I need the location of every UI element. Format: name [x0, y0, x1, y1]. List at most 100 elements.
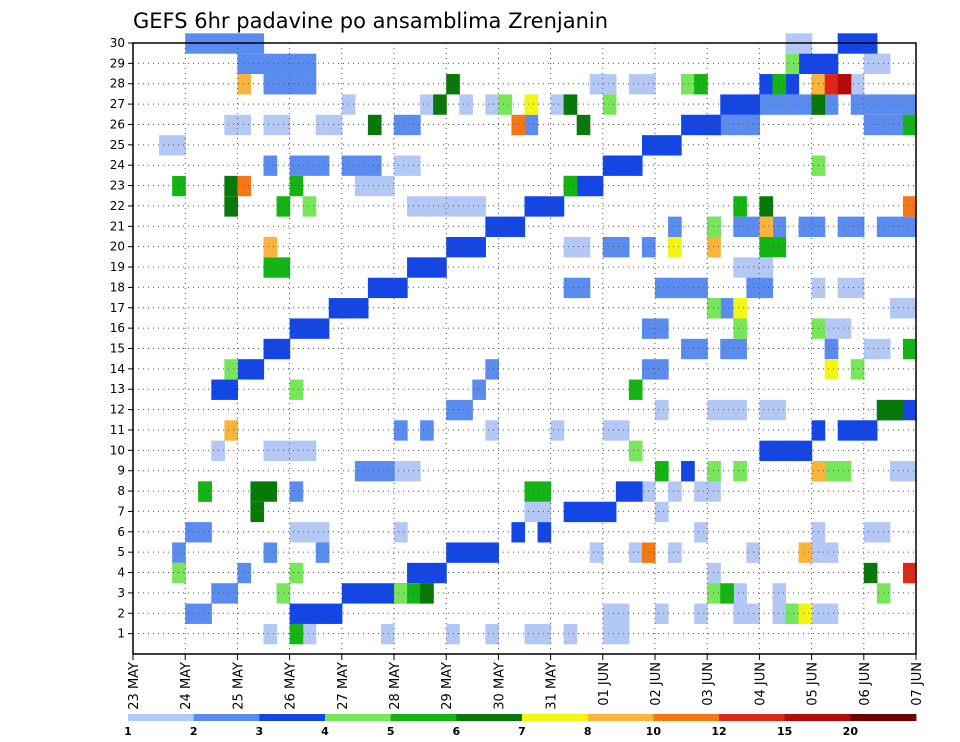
ensemble-cell	[537, 501, 552, 523]
ensemble-cell	[289, 53, 304, 75]
ensemble-cell	[315, 522, 330, 543]
ensemble-cell	[746, 257, 760, 278]
ensemble-cell	[746, 94, 760, 115]
ensemble-cell	[811, 318, 826, 339]
ensemble-cell	[707, 298, 721, 319]
ensemble-cell	[602, 94, 617, 115]
x-tick-label: 28 MAY	[388, 662, 403, 710]
ensemble-cell	[759, 74, 774, 95]
ensemble-cell	[811, 94, 826, 115]
ensemble-cell	[733, 114, 747, 136]
ensemble-cell	[772, 583, 787, 604]
legend-swatch	[587, 714, 654, 721]
ensemble-cell	[863, 94, 878, 115]
ensemble-cell	[602, 74, 617, 95]
ensemble-cell	[328, 298, 343, 319]
ensemble-cell	[902, 94, 917, 115]
ensemble-cell	[459, 399, 473, 421]
ensemble-cell	[315, 542, 330, 563]
ensemble-cell	[850, 216, 865, 237]
legend-label: 10	[646, 725, 662, 738]
ensemble-cell	[524, 196, 539, 217]
ensemble-cell	[263, 623, 278, 645]
ensemble-cell	[263, 114, 278, 136]
ensemble-cell	[798, 603, 813, 624]
ensemble-cell	[889, 399, 904, 421]
ensemble-cell	[837, 74, 852, 95]
ensemble-cell	[772, 74, 787, 95]
ensemble-cell	[772, 216, 787, 237]
ensemble-cell	[302, 74, 317, 95]
ensemble-cell	[850, 94, 865, 115]
ensemble-cell	[459, 236, 473, 258]
ensemble-cell	[407, 155, 421, 176]
ensemble-cell	[198, 481, 212, 502]
y-axis: 1234567891011121314151617181920212223242…	[110, 36, 133, 641]
ensemble-cell	[211, 440, 225, 462]
ensemble-cell	[367, 175, 382, 197]
legend-label: 1	[124, 725, 132, 738]
ensemble-cell	[759, 216, 774, 237]
ensemble-cell	[798, 94, 813, 115]
ensemble-cell	[380, 461, 395, 482]
legend-label: 4	[321, 725, 329, 738]
ensemble-cell	[263, 53, 278, 75]
y-tick-label: 7	[117, 504, 125, 518]
legend-label: 15	[777, 725, 792, 738]
ensemble-cell	[302, 196, 317, 217]
ensemble-cell	[524, 481, 539, 502]
ensemble-cell	[302, 522, 317, 543]
y-tick-label: 18	[110, 280, 125, 294]
ensemble-cell	[380, 583, 395, 604]
ensemble-cell	[550, 94, 565, 115]
ensemble-cell	[707, 481, 721, 502]
y-tick-label: 24	[110, 158, 125, 172]
ensemble-cell	[407, 562, 421, 584]
ensemble-cell	[668, 236, 682, 258]
ensemble-cell	[837, 216, 852, 237]
ensemble-cell	[394, 114, 408, 136]
y-tick-label: 27	[110, 97, 125, 111]
x-tick-label: 04 JUN	[753, 662, 768, 706]
ensemble-cell	[681, 114, 695, 136]
ensemble-cell	[433, 562, 447, 584]
ensemble-cell	[655, 603, 669, 624]
ensemble-cell	[681, 338, 695, 360]
ensemble-cell	[341, 155, 356, 176]
ensemble-cell	[824, 338, 839, 360]
ensemble-cell	[367, 155, 382, 176]
legend-swatch	[390, 714, 457, 721]
ensemble-cell	[628, 379, 643, 400]
ensemble-cell	[889, 216, 904, 237]
ensemble-cell	[394, 155, 408, 176]
ensemble-cell	[863, 53, 878, 75]
ensemble-cell	[276, 257, 291, 278]
ensemble-cell	[707, 114, 721, 136]
ensemble-cell	[733, 318, 747, 339]
x-tick-label: 25 MAY	[231, 662, 246, 710]
x-axis: 23 MAY 24 MAY 25 MAY 26 MAY 27 MAY 28 MAY 29 M…	[127, 654, 925, 710]
ensemble-cell	[159, 135, 173, 156]
ensemble-cell	[602, 603, 617, 624]
ensemble-cell	[315, 114, 330, 136]
ensemble-cell	[824, 94, 839, 115]
ensemble-cell	[172, 562, 186, 584]
legend-label: 7	[518, 725, 526, 738]
ensemble-cell	[289, 175, 304, 197]
ensemble-cell	[798, 542, 813, 563]
ensemble-cell	[289, 623, 304, 645]
ensemble-cell	[707, 583, 721, 604]
ensemble-cell	[394, 420, 408, 441]
ensemble-cell	[237, 562, 252, 584]
ensemble-cell	[694, 603, 708, 624]
ensemble-cell	[602, 501, 617, 523]
ensemble-cell	[576, 277, 591, 299]
ensemble-cell	[224, 114, 238, 136]
y-tick-label: 16	[110, 321, 125, 335]
ensemble-cell	[263, 74, 278, 95]
ensemble-cell	[628, 481, 643, 502]
ensemble-cell	[889, 114, 904, 136]
ensemble-cell	[459, 196, 473, 217]
ensemble-cell	[720, 583, 734, 604]
ensemble-cell	[367, 277, 382, 299]
